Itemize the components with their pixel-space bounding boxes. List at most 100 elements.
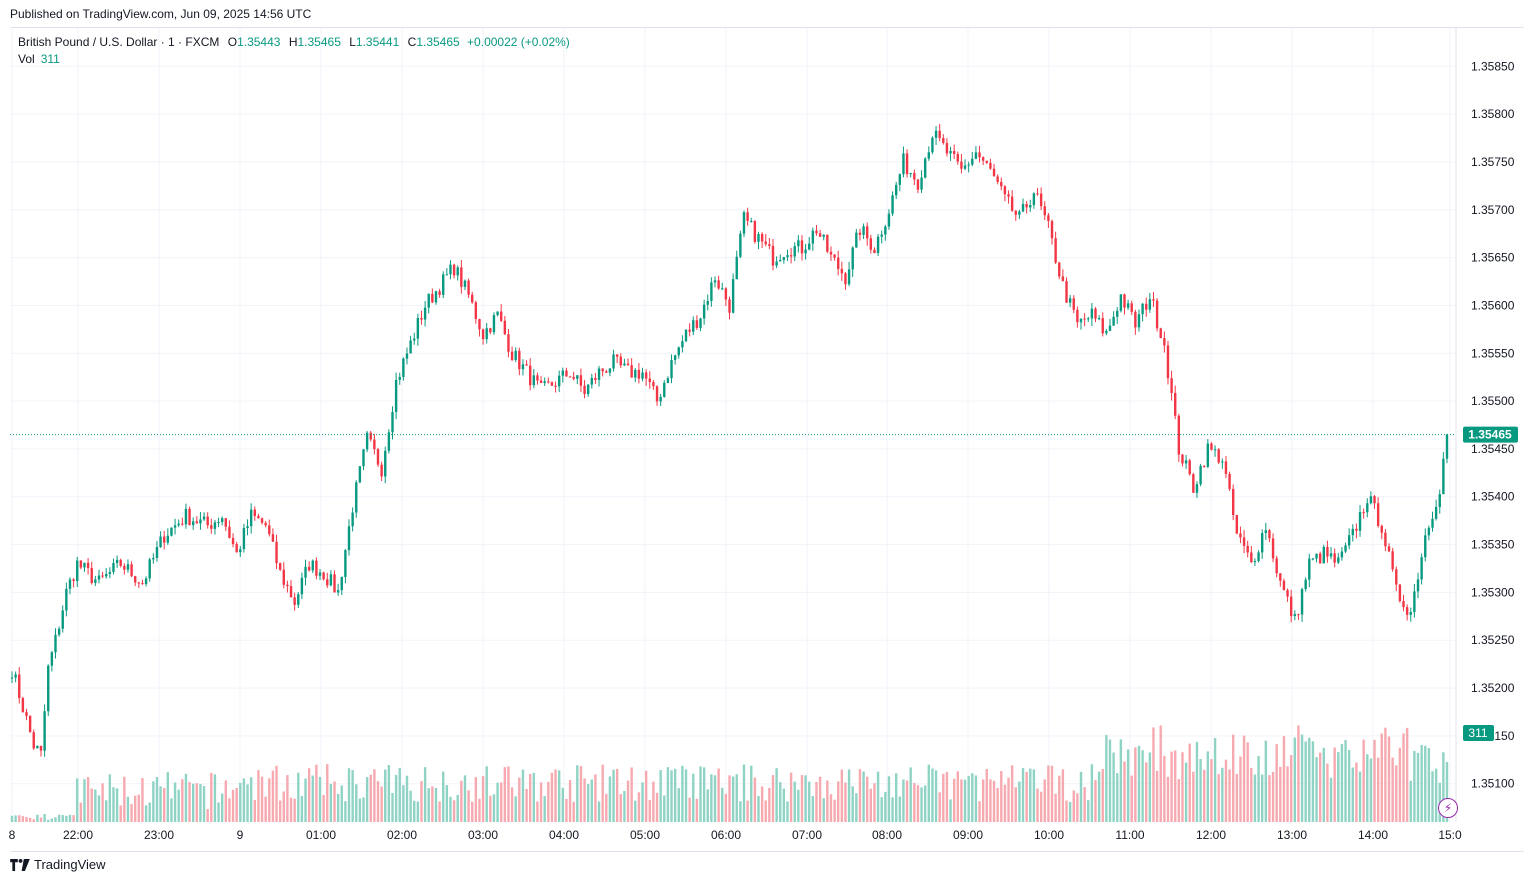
candle-body[interactable] xyxy=(47,665,50,712)
candle-body[interactable] xyxy=(170,527,173,536)
candle-body[interactable] xyxy=(1047,215,1050,222)
candle-body[interactable] xyxy=(1293,614,1297,617)
candle-body[interactable] xyxy=(210,525,213,529)
candle-body[interactable] xyxy=(1184,460,1188,464)
candle-body[interactable] xyxy=(605,371,608,373)
candle-body[interactable] xyxy=(239,549,242,553)
candle-body[interactable] xyxy=(387,432,391,451)
candle-body[interactable] xyxy=(173,525,177,528)
candle-body[interactable] xyxy=(829,251,833,255)
candle-body[interactable] xyxy=(427,293,430,308)
candle-body[interactable] xyxy=(1431,518,1434,528)
candle-body[interactable] xyxy=(83,562,86,568)
candle-body[interactable] xyxy=(264,522,267,526)
candle-body[interactable] xyxy=(793,246,796,257)
candle-body[interactable] xyxy=(1438,494,1441,507)
candle-body[interactable] xyxy=(927,152,931,159)
candle-body[interactable] xyxy=(434,291,438,303)
footer-brand[interactable]: TradingView xyxy=(10,857,106,872)
candle-body[interactable] xyxy=(1416,579,1420,592)
candle-body[interactable] xyxy=(847,269,851,285)
candle-body[interactable] xyxy=(307,566,311,571)
candle-body[interactable] xyxy=(576,375,579,379)
candle-body[interactable] xyxy=(1000,181,1003,187)
candle-body[interactable] xyxy=(1358,512,1362,531)
candle-body[interactable] xyxy=(478,319,481,330)
candle-body[interactable] xyxy=(1029,205,1032,208)
candle-body[interactable] xyxy=(141,583,144,585)
candle-body[interactable] xyxy=(1311,558,1315,560)
candle-body[interactable] xyxy=(278,563,282,570)
candle-body[interactable] xyxy=(166,535,170,543)
candle-body[interactable] xyxy=(597,368,601,381)
candle-body[interactable] xyxy=(1166,345,1170,379)
candle-body[interactable] xyxy=(275,541,278,564)
candle-body[interactable] xyxy=(1413,591,1416,613)
candle-body[interactable] xyxy=(1163,338,1166,346)
candle-body[interactable] xyxy=(220,518,224,522)
candle-body[interactable] xyxy=(804,249,807,254)
candle-body[interactable] xyxy=(677,347,680,356)
candle-body[interactable] xyxy=(1264,530,1268,534)
candle-body[interactable] xyxy=(923,158,927,178)
candle-body[interactable] xyxy=(1402,601,1405,608)
candle-body[interactable] xyxy=(1116,310,1119,317)
candle-body[interactable] xyxy=(148,559,151,579)
candle-body[interactable] xyxy=(518,350,521,370)
candle-body[interactable] xyxy=(1228,473,1231,489)
candle-body[interactable] xyxy=(101,575,104,577)
candle-body[interactable] xyxy=(1210,443,1213,450)
candle-body[interactable] xyxy=(1137,314,1141,328)
candle-body[interactable] xyxy=(641,372,644,379)
candle-body[interactable] xyxy=(1308,558,1311,580)
candle-body[interactable] xyxy=(162,536,166,543)
candle-body[interactable] xyxy=(1257,552,1260,562)
candle-body[interactable] xyxy=(692,320,695,332)
candle-body[interactable] xyxy=(115,559,119,563)
candle-body[interactable] xyxy=(409,340,412,354)
candle-body[interactable] xyxy=(1434,506,1438,519)
candle-body[interactable] xyxy=(1322,546,1325,564)
candle-body[interactable] xyxy=(289,586,293,598)
candle-body[interactable] xyxy=(557,375,561,387)
candle-body[interactable] xyxy=(177,523,180,526)
candle-body[interactable] xyxy=(713,280,717,283)
candle-body[interactable] xyxy=(50,652,54,666)
candle-body[interactable] xyxy=(123,565,126,570)
candle-body[interactable] xyxy=(61,610,64,629)
candle-body[interactable] xyxy=(1384,532,1387,547)
candle-body[interactable] xyxy=(884,226,887,235)
candle-body[interactable] xyxy=(347,526,351,551)
candle-body[interactable] xyxy=(702,304,706,319)
candle-body[interactable] xyxy=(1195,484,1199,493)
candle-body[interactable] xyxy=(826,234,829,252)
candle-body[interactable] xyxy=(355,482,358,513)
candle-body[interactable] xyxy=(1119,294,1123,311)
candle-body[interactable] xyxy=(1141,303,1144,315)
candle-body[interactable] xyxy=(771,245,775,266)
candle-body[interactable] xyxy=(1076,309,1079,323)
candle-body[interactable] xyxy=(1275,558,1278,574)
candle-body[interactable] xyxy=(1130,303,1133,312)
candle-body[interactable] xyxy=(1108,325,1112,331)
candle-body[interactable] xyxy=(449,264,452,275)
candle-body[interactable] xyxy=(1427,527,1431,536)
candle-body[interactable] xyxy=(442,274,445,295)
candle-body[interactable] xyxy=(68,579,72,589)
candle-body[interactable] xyxy=(866,226,869,239)
candle-body[interactable] xyxy=(1058,262,1061,277)
candle-body[interactable] xyxy=(615,354,619,357)
candle-body[interactable] xyxy=(797,240,800,247)
candle-body[interactable] xyxy=(1289,596,1293,617)
candle-body[interactable] xyxy=(1409,612,1412,615)
candle-body[interactable] xyxy=(14,674,17,678)
candle-body[interactable] xyxy=(391,412,394,433)
candle-body[interactable] xyxy=(815,230,818,234)
candle-body[interactable] xyxy=(195,521,199,524)
candle-body[interactable] xyxy=(1021,203,1025,212)
candle-body[interactable] xyxy=(768,244,771,246)
candle-body[interactable] xyxy=(36,745,39,749)
candle-body[interactable] xyxy=(213,522,217,529)
candle-body[interactable] xyxy=(1300,589,1304,615)
